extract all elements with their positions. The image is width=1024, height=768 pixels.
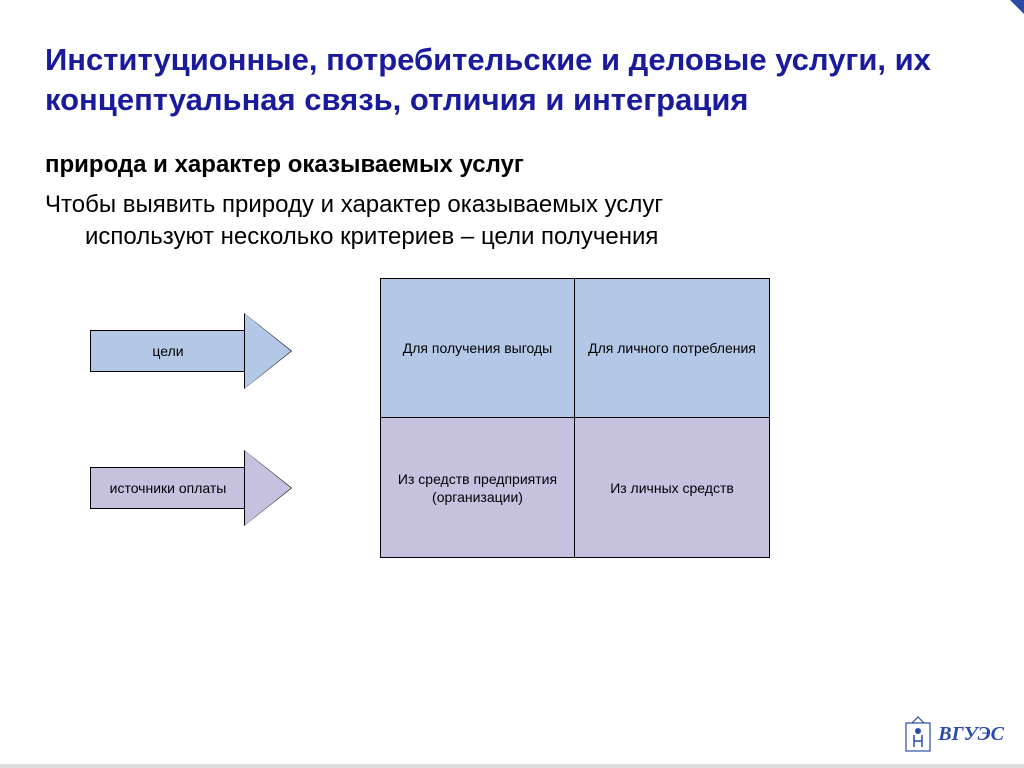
matrix-cell-bottom-right: Из личных средств bbox=[575, 418, 769, 557]
matrix-cell-top-left: Для получения выгоды bbox=[381, 279, 575, 418]
body-text: Чтобы выявить природу и характер оказыва… bbox=[45, 189, 979, 254]
matrix-cell-top-right: Для личного потребления bbox=[575, 279, 769, 418]
arrow-goals-label: цели bbox=[90, 330, 245, 372]
diagram-container: цели источники оплаты Для получения выго… bbox=[45, 278, 979, 588]
arrow-goals: цели bbox=[90, 313, 245, 389]
body-text-line2: используют несколько критериев – цели по… bbox=[45, 221, 979, 253]
slide-title: Институционные, потребительские и деловы… bbox=[45, 40, 979, 121]
corner-accent bbox=[1010, 0, 1024, 14]
matrix-cell-bottom-left: Из средств предприятия (организации) bbox=[381, 418, 575, 557]
matrix-grid: Для получения выгоды Для личного потребл… bbox=[380, 278, 770, 558]
arrow-payment-sources: источники оплаты bbox=[90, 450, 245, 526]
slide-container: Институционные, потребительские и деловы… bbox=[0, 0, 1024, 768]
matrix-row-top: Для получения выгоды Для личного потребл… bbox=[381, 279, 769, 418]
logo-text: ВГУЭС bbox=[938, 723, 1004, 746]
bottom-border bbox=[0, 764, 1024, 768]
logo-container: ВГУЭС bbox=[904, 715, 1004, 753]
arrow-payment-label: источники оплаты bbox=[90, 467, 245, 509]
body-text-line1: Чтобы выявить природу и характер оказыва… bbox=[45, 191, 663, 218]
slide-subtitle: природа и характер оказываемых услуг bbox=[45, 151, 979, 179]
logo-icon bbox=[904, 715, 932, 753]
matrix-row-bottom: Из средств предприятия (организации) Из … bbox=[381, 418, 769, 557]
